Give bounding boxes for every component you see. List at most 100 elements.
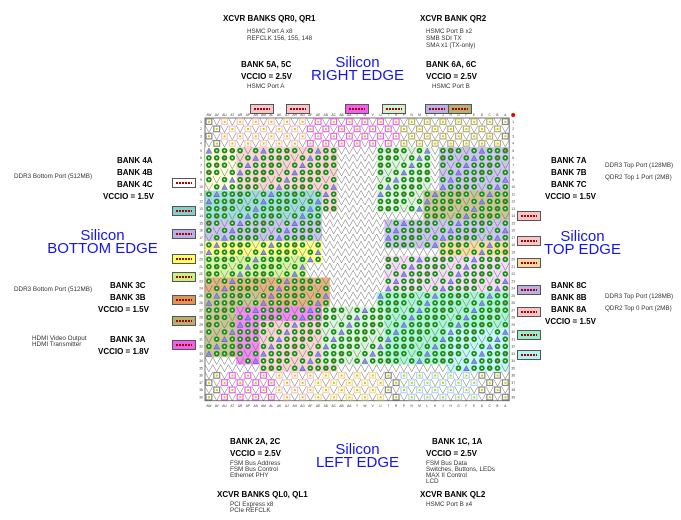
bank-tag [448,104,472,114]
bank-tag [172,340,196,350]
bank-8-vccio: VCCIO = 1.5V [545,317,596,326]
column-label: L [426,404,428,408]
bank-tag [517,350,541,360]
bank-tag [517,211,541,221]
row-label: 36 [199,374,203,378]
bank-tag [382,104,406,114]
row-label: 11 [199,192,203,196]
row-label: 25 [199,294,203,298]
bank-tag [517,330,541,340]
row-label: 34 [511,359,515,363]
row-label: 32 [199,345,203,349]
column-label: AU [222,404,227,408]
bank-8c: BANK 8C [551,281,587,290]
column-label: AC [331,404,336,408]
bank-8-desc: DDR3 Top Port (128MB) [605,293,674,300]
bank-8-desc: QDR2 Top 0 Port (2MB) [605,305,672,312]
bank-tag [345,104,369,114]
bank-3-vccio: VCCIO = 1.5V [98,305,149,314]
row-label: 23 [511,279,515,283]
row-label: 19 [199,250,203,254]
column-label: U [379,404,382,408]
bank-1c-1a-line: FSM Bus Data [426,460,467,467]
column-label: AN [253,404,258,408]
bank-2a-2c-vccio: VCCIO = 2.5V [230,449,281,458]
row-label: 15 [199,221,203,225]
bank-8a: BANK 8A [551,305,587,314]
column-label: G [457,404,460,408]
column-label: H [450,113,453,117]
column-label: W [363,404,366,408]
column-label: AR [238,113,243,117]
bank-1c-1a-title: BANK 1C, 1A [432,437,483,446]
silicon-top-edge-label: Silicon TOP EDGE [530,229,635,257]
row-label: 7 [512,163,514,167]
xcvr-qr0-qr1-title: XCVR BANKS QR0, QR1 [223,14,316,23]
column-label: AL [269,404,273,408]
row-label: 17 [511,236,515,240]
column-label: AR [238,404,243,408]
column-label: R [395,404,398,408]
bank-6a-6c-vccio: VCCIO = 2.5V [426,72,477,81]
row-label: 2 [200,127,202,131]
bank-tag [172,316,196,326]
column-label: A [504,113,507,117]
column-label: P [403,404,405,408]
bank-1c-1a-line: MAX II Control [426,472,467,479]
column-label: C [489,404,492,408]
bank-6a-6c-line: HSMC Port B [432,83,470,90]
row-label: 30 [511,330,515,334]
column-labels: AWAWAVAVAUAUATATARARAPAPANANAMAMALALAKAK… [206,113,507,408]
silicon-left-edge-label: Silicon LEFT EDGE [300,442,415,470]
column-label: AT [230,113,234,117]
edge-label-line: Silicon [335,54,380,71]
column-label: AJ [285,404,289,408]
bank-tag [286,104,310,114]
bank-7-vccio: VCCIO = 1.5V [545,192,596,201]
row-label: 16 [199,229,203,233]
column-label: AF [308,113,312,117]
row-label: 37 [199,381,203,385]
bank-4a: BANK 4A [117,156,153,165]
row-label: 3 [512,134,514,138]
row-label: 28 [199,316,203,320]
bank-tag [172,254,196,264]
bank-3a-vccio: VCCIO = 1.8V [98,347,149,356]
column-label: K [434,404,437,408]
row-label: 9 [200,178,202,182]
xcvr-ql0-ql1-line: PCIe REFCLK [230,507,271,514]
xcvr-ql0-ql1-line: PCI Express x8 [230,501,274,508]
row-label: 11 [512,192,516,196]
row-label: 33 [199,352,203,356]
column-label: AG [300,404,305,408]
bank-3a-desc: HDMI Video Output [32,335,87,342]
bank-tag [517,258,541,268]
row-label: 18 [511,243,515,247]
bank-4c: BANK 4C [117,180,153,189]
column-label: B [496,113,498,117]
column-label: Y [356,113,359,117]
column-label: AE [316,404,320,408]
column-label: E [473,404,475,408]
row-label: 16 [511,229,515,233]
bank-tag [517,236,541,246]
row-label: 31 [511,337,515,341]
bank-7a: BANK 7A [551,156,587,165]
bank-tag [172,295,196,305]
bank-tag [172,206,196,216]
bank-7-desc: DDR3 Top Port (128MB) [605,162,674,169]
xcvr-qr2-line: SMA x1 (TX-only) [426,42,476,49]
row-label: 35 [199,366,203,370]
row-label: 29 [199,323,203,327]
row-label: 25 [511,294,515,298]
row-label: 5 [200,149,202,153]
bank-1c-1a-vccio: VCCIO = 2.5V [426,449,477,458]
row-label: 20 [199,258,203,262]
row-label: 12 [511,200,515,204]
bank-tag [517,307,541,317]
xcvr-ql2-line: HSMC Port B x4 [426,501,473,508]
row-label: 4 [200,142,202,146]
row-label: 21 [511,265,515,269]
row-label: 26 [511,301,515,305]
column-label: AN [253,113,258,117]
